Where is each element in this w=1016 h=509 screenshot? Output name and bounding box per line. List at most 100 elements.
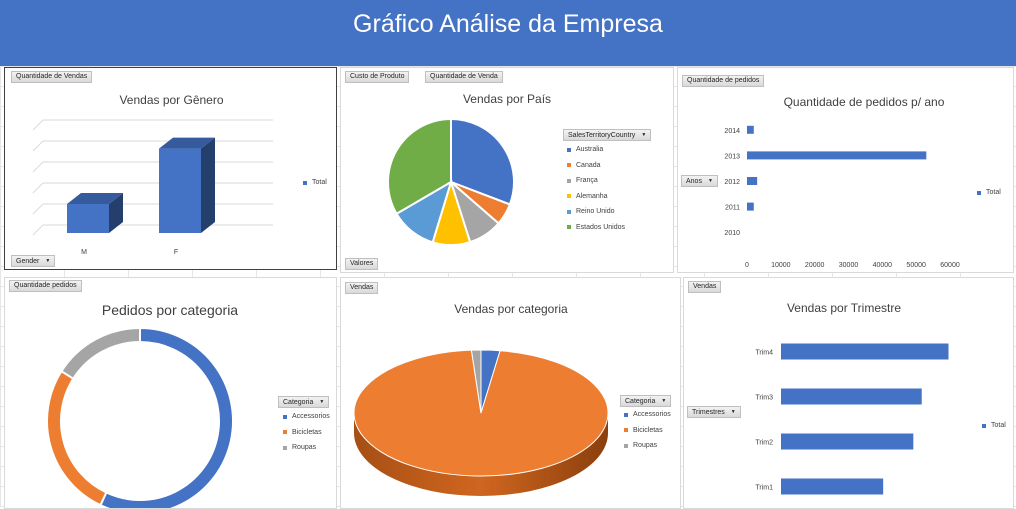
y-tick-label: 2014 — [724, 128, 740, 135]
chart-orders-category-panel[interactable]: Quantidade pedidos Pedidos por categoria… — [4, 277, 337, 509]
gridline-depth — [32, 119, 44, 131]
legend: Accessorios Bicicletas Roupas — [624, 407, 671, 454]
chart-sales-category-panel[interactable]: Vendas Vendas por categoria Categoria Ac… — [340, 277, 681, 509]
y-tick-label: Trim2 — [755, 440, 773, 447]
legend-swatch — [567, 163, 571, 168]
chart-gender-panel[interactable]: Quantidade de Vendas Vendas por Gênero M… — [4, 67, 337, 270]
field-button-vendas[interactable]: Vendas — [688, 281, 722, 293]
legend-label: Reino Unido — [576, 208, 615, 216]
sales-category-3d-pie-chart — [353, 349, 609, 496]
x-tick-label: 20000 — [805, 262, 825, 269]
bar — [781, 433, 914, 450]
gridline-depth — [32, 203, 44, 215]
legend-label: França — [576, 177, 598, 185]
y-tick-label: 2012 — [724, 179, 740, 186]
y-tick-label: 2010 — [724, 230, 740, 237]
bar — [781, 388, 922, 405]
field-button-vendas[interactable]: Vendas — [345, 282, 379, 294]
legend: Total — [977, 185, 1001, 201]
gridline-depth — [32, 224, 44, 236]
legend-swatch — [624, 428, 628, 433]
chart-title: Vendas por Trimestre — [786, 301, 902, 315]
legend-swatch — [567, 178, 571, 183]
legend: Accessorios Bicicletas Roupas — [283, 409, 330, 456]
bar-side — [109, 192, 123, 233]
bar — [781, 478, 884, 495]
chart-title: Pedidos por categoria — [101, 302, 239, 318]
legend-swatch — [567, 209, 571, 214]
country-pie-chart — [387, 117, 515, 246]
doughnut-slice — [60, 326, 141, 381]
bar — [159, 148, 201, 233]
sales-quarter-bar-chart: Trim4 Trim3 Trim2 Trim1 — [755, 343, 949, 495]
x-tick-label: 60000 — [940, 262, 960, 269]
legend: Total — [303, 175, 327, 191]
legend-label: Roupas — [633, 442, 658, 450]
field-button-quantidade-pedidos[interactable]: Quantidade pedidos — [9, 280, 82, 292]
bar — [747, 202, 754, 211]
y-tick-label: Trim1 — [755, 485, 773, 492]
pie-slice — [353, 349, 609, 477]
bar-top — [67, 192, 123, 204]
dashboard-title: Gráfico Análise da Empresa — [353, 9, 663, 38]
axis-button-anos[interactable]: Anos — [681, 175, 718, 187]
doughnut-slice — [99, 326, 234, 508]
chart-title: Vendas por Gênero — [119, 93, 224, 107]
x-tick-label: 30000 — [839, 262, 859, 269]
pie-slice — [470, 349, 482, 414]
legend-swatch — [982, 423, 986, 428]
chart-orders-year-panel[interactable]: Quantidade de pedidos Quantidade de pedi… — [677, 67, 1014, 273]
legend-label: Australia — [576, 146, 604, 154]
chart-country-panel[interactable]: Custo de Produto Quantidade de Venda Ven… — [340, 67, 674, 273]
x-tick-label: M — [81, 249, 87, 256]
chart-title: Vendas por País — [462, 92, 552, 106]
field-button-quantidade-pedidos[interactable]: Quantidade de pedidos — [682, 75, 765, 87]
field-button-custo-produto[interactable]: Custo de Produto — [345, 71, 410, 83]
legend-label: Total — [991, 422, 1006, 430]
x-tick-label: 40000 — [873, 262, 893, 269]
bar — [747, 151, 927, 160]
x-tick-label: F — [174, 249, 178, 256]
values-button[interactable]: Valores — [345, 258, 379, 270]
chart-title: Vendas por categoria — [454, 302, 568, 316]
y-tick-label: Trim3 — [755, 395, 773, 402]
bar-side — [201, 137, 215, 233]
legend-swatch — [567, 194, 571, 199]
legend-swatch — [977, 190, 981, 195]
chart-sales-quarter-panel[interactable]: Vendas Vendas por Trimestre Trim4 Trim3 Tr… — [683, 277, 1014, 509]
field-button-quantidade-venda[interactable]: Quantidade de Venda — [425, 71, 503, 83]
legend-button-country[interactable]: SalesTerritoryCountry — [563, 129, 652, 141]
axis-button-gender[interactable]: Gender — [11, 255, 56, 267]
orders-year-bar-chart: 0 10000 20000 30000 40000 50000 60000 2014 2013 2… — [724, 125, 960, 269]
legend: Australia Canada França Alemanha Reino U… — [567, 142, 625, 235]
field-button-quantidade-vendas[interactable]: Quantidade de Vendas — [11, 71, 93, 83]
legend-label: Bicicletas — [292, 428, 322, 436]
axis-button-trimestres[interactable]: Trimestres — [687, 406, 741, 418]
x-tick-label: 50000 — [906, 262, 926, 269]
dashboard-banner: Gráfico Análise da Empresa — [0, 0, 1016, 66]
gridline-depth — [32, 161, 44, 173]
bar — [781, 343, 949, 360]
legend-swatch — [567, 225, 571, 230]
x-tick-label: 10000 — [771, 262, 791, 269]
legend-swatch — [624, 443, 628, 448]
legend-swatch — [624, 412, 628, 417]
legend-swatch — [283, 414, 287, 419]
legend-swatch — [567, 147, 571, 152]
legend-label: Total — [986, 189, 1001, 197]
legend-button-categoria[interactable]: Categoria — [278, 396, 330, 408]
doughnut-slice — [46, 369, 108, 507]
x-tick-label: 0 — [745, 262, 749, 269]
legend-button-categoria[interactable]: Categoria — [620, 395, 672, 407]
pie-slice — [450, 117, 515, 206]
legend-label: Accessorios — [292, 413, 330, 421]
bar — [67, 203, 109, 233]
gridline-depth — [32, 182, 44, 194]
bar — [747, 177, 758, 185]
y-tick-label: Trim4 — [755, 350, 773, 357]
orders-category-doughnut-chart — [46, 326, 234, 508]
legend-label: Estados Unidos — [576, 223, 626, 231]
legend-label: Canada — [576, 161, 601, 169]
legend-label: Accessorios — [633, 411, 671, 419]
